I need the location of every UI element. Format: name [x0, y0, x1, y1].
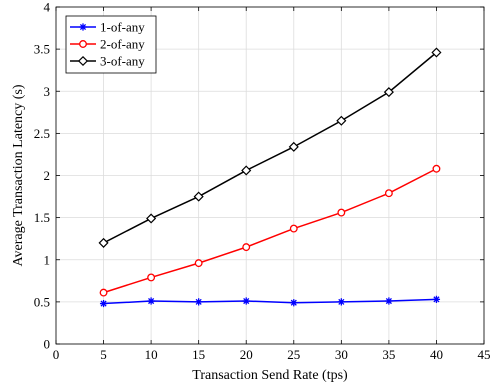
- data-point: [193, 191, 204, 202]
- plot-frame: [55, 6, 485, 345]
- data-point: [195, 298, 203, 306]
- x-tick-label: 40: [430, 347, 443, 362]
- x-tick-label: 30: [335, 347, 348, 362]
- series-line: [103, 298, 437, 305]
- series-layer: [98, 47, 442, 308]
- y-axis-label: Average Transaction Latency (s): [11, 84, 26, 266]
- data-point: [146, 213, 157, 224]
- data-point: [432, 164, 441, 173]
- x-tick-label: 20: [240, 347, 253, 362]
- series-line: [103, 168, 437, 294]
- x-tick-label: 5: [100, 347, 107, 362]
- legend-item: 1-of-any: [70, 20, 145, 35]
- legend-label: 2-of-any: [100, 37, 145, 52]
- series-line: [103, 51, 437, 244]
- data-point: [432, 295, 441, 303]
- data-point: [289, 224, 298, 233]
- data-point: [337, 298, 345, 306]
- data-point: [99, 288, 108, 297]
- y-tick-label: 0: [44, 337, 51, 352]
- data-point: [431, 47, 442, 58]
- data-point: [242, 297, 250, 305]
- legend-label: 3-of-any: [100, 54, 145, 69]
- data-point: [336, 115, 347, 126]
- x-tick-label: 0: [53, 347, 60, 362]
- series-3-of-any: [98, 47, 442, 248]
- data-point: [383, 87, 394, 98]
- data-point: [242, 243, 251, 252]
- legend-swatch-marker: [77, 55, 89, 67]
- data-point: [384, 189, 393, 198]
- data-point: [288, 141, 299, 152]
- x-tick-label: 10: [145, 347, 158, 362]
- x-axis-label: Transaction Send Rate (tps): [192, 368, 348, 383]
- legend-item: 2-of-any: [70, 37, 145, 52]
- data-point: [337, 208, 346, 217]
- data-point: [385, 297, 393, 305]
- y-tick-label: 0.5: [34, 294, 50, 309]
- data-point: [241, 165, 252, 176]
- data-point: [98, 237, 109, 248]
- y-tick-label: 4: [44, 0, 51, 15]
- legend-swatch-marker: [79, 40, 87, 48]
- data-point: [147, 273, 156, 282]
- data-point: [194, 259, 203, 268]
- y-tick-labels: 0 0.5 1 1.5 2 2.5 3 3.5 4: [34, 0, 51, 352]
- y-tick-label: 1: [44, 252, 51, 267]
- data-point: [99, 299, 108, 308]
- x-tick-label: 25: [287, 347, 300, 362]
- y-tick-label: 2.5: [34, 126, 50, 141]
- series-2-of-any: [99, 164, 441, 297]
- x-tick-label: 35: [382, 347, 395, 362]
- y-tick-label: 3: [44, 84, 51, 99]
- legend: 1-of-any 2-of-any 3-of-any: [65, 15, 157, 74]
- legend-swatch-marker: [79, 23, 87, 31]
- data-point: [290, 299, 298, 307]
- y-tick-label: 1.5: [34, 210, 50, 225]
- legend-item: 3-of-any: [70, 54, 145, 69]
- x-tick-label: 15: [192, 347, 205, 362]
- x-tick-label: 45: [478, 347, 491, 362]
- data-point: [147, 297, 155, 305]
- y-tick-label: 3.5: [34, 42, 50, 57]
- x-tick-labels: 0 5 10 15 20 25 30 35 40 45: [53, 347, 491, 362]
- series-1-of-any: [99, 295, 441, 308]
- legend-label: 1-of-any: [100, 20, 145, 35]
- y-tick-label: 2: [44, 168, 51, 183]
